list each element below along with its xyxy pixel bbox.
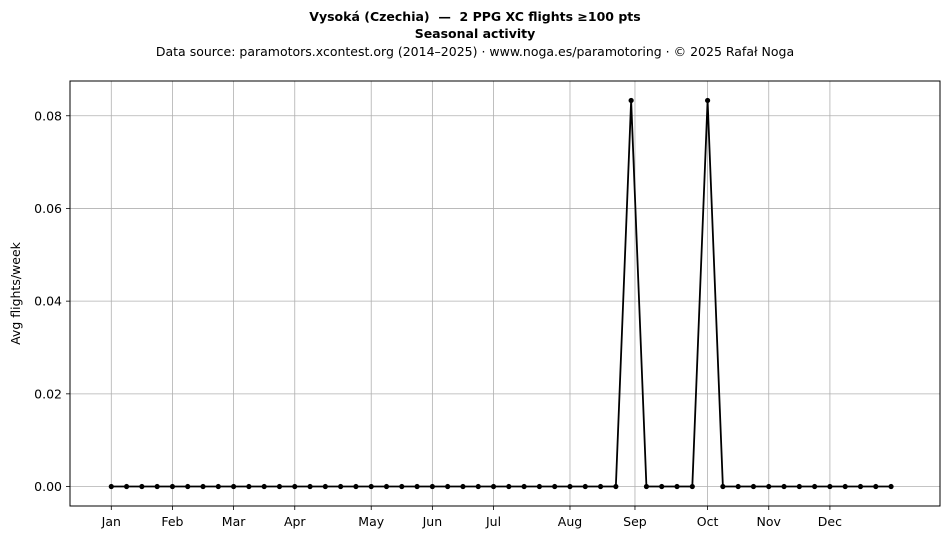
data-point <box>766 483 772 490</box>
x-tick-label: Mar <box>222 514 246 529</box>
y-axis-label: Avg flights/week <box>8 241 23 345</box>
data-point <box>353 483 359 490</box>
data-point <box>292 483 298 490</box>
x-tick-label: May <box>358 514 384 529</box>
data-point <box>689 483 695 490</box>
data-point <box>445 483 451 490</box>
data-point <box>750 483 757 490</box>
data-point <box>888 483 894 490</box>
y-tick-label: 0.04 <box>34 294 62 309</box>
data-point <box>169 483 176 490</box>
data-point <box>154 483 160 490</box>
data-point <box>674 483 680 490</box>
data-point <box>582 483 588 490</box>
y-axis: 0.00 0.02 0.04 0.06 0.08 <box>34 108 70 494</box>
plot-frame <box>69 80 941 507</box>
data-point <box>231 483 237 490</box>
x-axis: Jan Feb Mar Apr May Jun Jul Aug Sep Oct Nov Dec <box>101 506 842 529</box>
data-point <box>781 483 787 490</box>
x-tick-label: Jun <box>422 514 443 529</box>
data-point <box>628 97 634 104</box>
data-point <box>720 483 726 490</box>
data-point <box>659 483 665 490</box>
x-tick-label: Aug <box>558 514 582 529</box>
data-point <box>613 483 619 490</box>
data-point <box>276 483 283 490</box>
data-point <box>414 483 420 490</box>
data-point <box>383 483 390 490</box>
data-point <box>460 483 466 490</box>
data-point <box>506 483 512 490</box>
data-source-note: Data source: paramotors.xcontest.org (20… <box>155 44 795 59</box>
data-point <box>185 483 191 490</box>
y-tick-label: 0.02 <box>34 386 62 401</box>
data-point <box>552 483 558 490</box>
data-point <box>857 483 864 490</box>
data-point <box>521 483 527 490</box>
data-point <box>246 483 252 490</box>
data-point <box>597 483 604 490</box>
data-point <box>429 483 435 490</box>
x-tick-label: Jul <box>485 514 501 529</box>
data-point <box>842 483 848 490</box>
data-point <box>567 483 573 490</box>
chart-title: Vysoká (Czechia) — 2 PPG XC flights ≥100… <box>309 9 641 24</box>
data-point <box>812 483 818 490</box>
data-point <box>536 483 543 490</box>
data-point <box>475 483 481 490</box>
data-point <box>200 483 206 490</box>
data-point <box>796 483 802 490</box>
data-point <box>735 483 741 490</box>
series-layer <box>108 97 894 490</box>
x-tick-label: Oct <box>697 514 719 529</box>
x-tick-label: Nov <box>757 514 782 529</box>
data-point <box>261 483 267 490</box>
data-point <box>368 483 374 490</box>
series-line <box>111 99 892 488</box>
x-tick-label: Feb <box>161 514 183 529</box>
x-tick-label: Sep <box>623 514 647 529</box>
data-point <box>215 483 221 490</box>
x-tick-label: Dec <box>818 514 842 529</box>
data-point <box>643 483 650 490</box>
data-point <box>399 483 405 490</box>
x-tick-label: Apr <box>284 514 306 529</box>
data-point <box>123 483 130 490</box>
data-point <box>338 483 344 490</box>
y-tick-label: 0.00 <box>34 479 62 494</box>
data-point <box>704 97 711 104</box>
data-point <box>307 483 313 490</box>
title-block: Vysoká (Czechia) — 2 PPG XC flights ≥100… <box>0 8 950 61</box>
x-tick-label: Jan <box>101 514 121 529</box>
data-point <box>322 483 328 490</box>
data-point <box>108 483 114 490</box>
data-point <box>490 483 497 490</box>
y-tick-label: 0.08 <box>34 108 62 123</box>
grid <box>70 81 940 506</box>
chart-subtitle: Seasonal activity <box>414 26 536 41</box>
y-tick-label: 0.06 <box>34 201 62 216</box>
data-point <box>827 483 833 490</box>
data-point <box>873 483 879 490</box>
data-point <box>139 483 145 490</box>
